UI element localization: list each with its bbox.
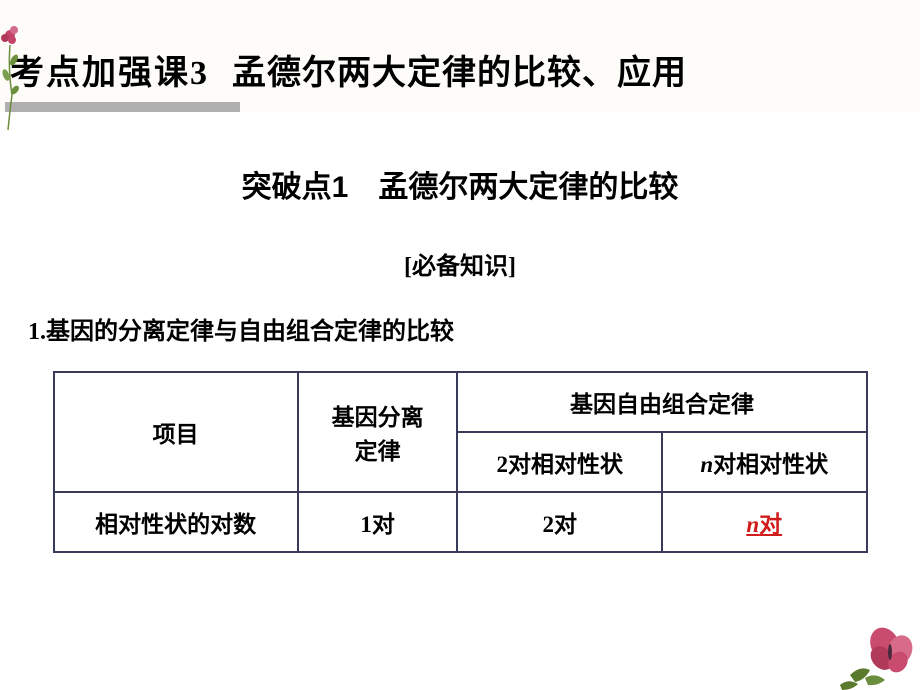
header-law-line1: 基因分离 <box>332 405 424 430</box>
header-combination-law: 基因自由组合定律 <box>457 372 866 432</box>
subheader-2-traits: 2对相对性状 <box>457 432 661 492</box>
n-text-1: 对相对性状 <box>713 452 828 477</box>
chapter-title: 孟德尔两大定律的比较、应用 <box>232 45 687 94</box>
comparison-table: 项目 基因分离 定律 基因自由组合定律 2对相对性状 n对相对性状 相对性状的对… <box>53 371 868 553</box>
table-header-row-1: 项目 基因分离 定律 基因自由组合定律 <box>54 372 867 432</box>
cell-2-pairs: 2对 <box>457 492 661 552</box>
required-knowledge-label: [必备知识] <box>20 246 900 281</box>
butterfly-icon <box>830 610 920 690</box>
floral-left-icon <box>0 20 30 140</box>
table-row: 相对性状的对数 1对 2对 n对 <box>54 492 867 552</box>
n-italic-2: n <box>746 512 759 537</box>
title-row: 考点加强课 3 孟德尔两大定律的比较、应用 <box>0 0 920 104</box>
n-text-2: 对 <box>759 512 782 537</box>
underline-bar <box>5 102 240 112</box>
header-item: 项目 <box>54 372 298 492</box>
content-area: 突破点1 孟德尔两大定律的比较 [必备知识] 1.基因的分离定律与自由组合定律的… <box>0 112 920 553</box>
header-segregation-law: 基因分离 定律 <box>298 372 458 492</box>
cell-n-pairs: n对 <box>662 492 867 552</box>
answer-n-pairs: n对 <box>746 512 782 537</box>
cell-trait-pairs-label: 相对性状的对数 <box>54 492 298 552</box>
chapter-label: 考点加强课 <box>10 45 190 94</box>
section-title: 1.基因的分离定律与自由组合定律的比较 <box>20 311 900 346</box>
chapter-number: 3 <box>190 55 207 93</box>
header-law-line2: 定律 <box>355 439 401 464</box>
cell-1-pair: 1对 <box>298 492 458 552</box>
subheader-n-traits: n对相对性状 <box>662 432 867 492</box>
header-section: 考点加强课 3 孟德尔两大定律的比较、应用 <box>0 0 920 112</box>
breakthrough-title: 突破点1 孟德尔两大定律的比较 <box>20 162 900 206</box>
n-italic-1: n <box>700 452 713 477</box>
